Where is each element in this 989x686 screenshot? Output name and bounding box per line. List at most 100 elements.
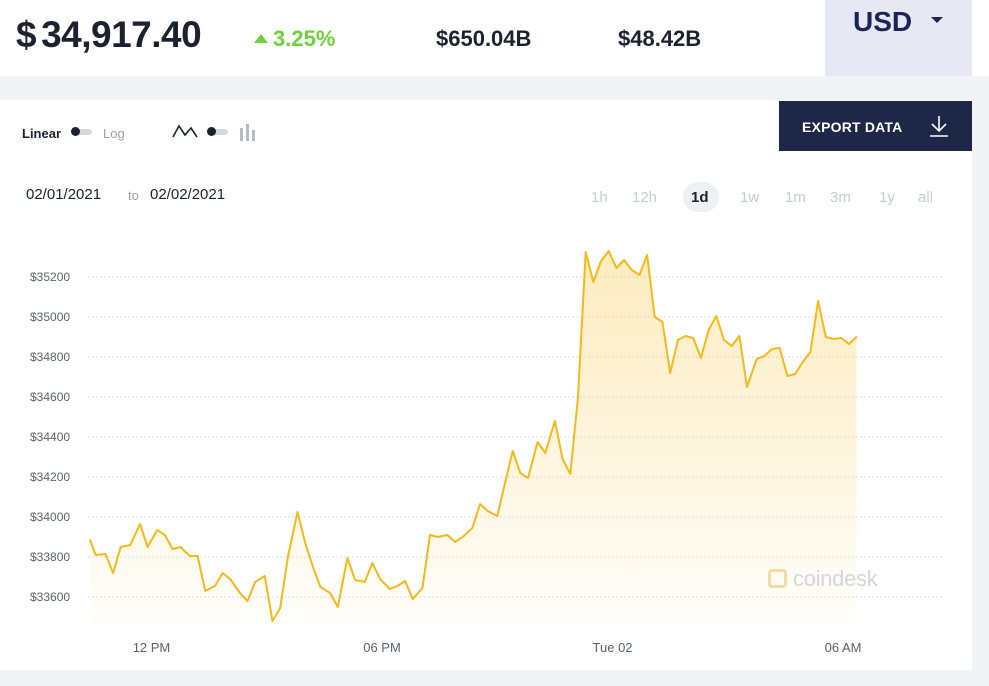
data-point (646, 254, 648, 256)
date-range-start[interactable]: 02/01/2021 (26, 186, 102, 203)
data-point (388, 588, 391, 590)
change-percent: 3.25% (273, 26, 336, 51)
currency-label: USD (853, 6, 913, 37)
data-point (471, 527, 474, 529)
data-point (592, 281, 595, 283)
timeframe-all[interactable]: all (918, 189, 934, 206)
data-point (794, 373, 796, 375)
data-point (723, 339, 725, 341)
x-tick-label: Tue 02 (593, 640, 633, 655)
data-point (715, 315, 718, 317)
timeframe-1m[interactable]: 1m (785, 189, 806, 206)
data-point (631, 269, 633, 271)
data-point (446, 534, 449, 536)
data-point (287, 556, 289, 558)
data-point (809, 351, 812, 353)
data-point (296, 511, 299, 513)
market-cap: $650.04B (436, 26, 532, 51)
data-point (607, 250, 610, 252)
data-point (271, 620, 274, 622)
data-point (840, 337, 842, 339)
data-point (504, 482, 506, 484)
data-point (771, 348, 773, 350)
y-tick-label: $34000 (30, 510, 70, 524)
data-point (312, 566, 314, 568)
data-point (511, 450, 514, 452)
scale-toggle[interactable] (71, 127, 92, 136)
data-point (129, 544, 132, 546)
x-tick-label: 06 AM (825, 640, 862, 655)
scale-linear-label[interactable]: Linear (22, 126, 62, 141)
download-icon (930, 116, 948, 137)
toggle-knob (207, 127, 216, 136)
data-point (396, 585, 399, 587)
data-point (337, 606, 339, 608)
export-data-button[interactable]: EXPORT DATA (779, 101, 972, 151)
data-point (730, 345, 733, 347)
data-point (778, 347, 781, 349)
data-point (536, 441, 539, 443)
timeframe-12h[interactable]: 12h (632, 189, 658, 206)
scale-log-label[interactable]: Log (103, 126, 125, 141)
data-point (119, 546, 122, 548)
data-point (221, 572, 224, 574)
data-point (684, 335, 687, 337)
date-range-end[interactable]: 02/02/2021 (150, 186, 226, 203)
data-point (139, 523, 141, 525)
data-point (412, 598, 414, 600)
date-range-separator: to (128, 188, 139, 203)
data-point (229, 578, 231, 580)
data-point (461, 536, 464, 538)
bar-chart-icon[interactable] (239, 124, 257, 142)
y-tick-label: $34800 (30, 350, 70, 364)
data-point (189, 555, 191, 557)
timeframe-1y[interactable]: 1y (879, 189, 895, 206)
price-change: 3.25% (254, 26, 335, 52)
chart-type-toggle[interactable] (207, 127, 228, 136)
data-point (669, 372, 671, 374)
data-point (304, 542, 307, 544)
currency-selector[interactable]: USD (825, 0, 972, 76)
data-point (404, 580, 406, 582)
data-point (329, 592, 331, 594)
data-point (707, 329, 710, 331)
data-point (436, 536, 439, 538)
data-point (623, 259, 625, 261)
data-point (746, 386, 748, 388)
data-point (738, 335, 741, 337)
series-area (90, 251, 857, 625)
price-chart[interactable]: $33600 $33800 $34000 $34200 $34400 $34600 $348… (0, 100, 972, 670)
export-data-label: EXPORT DATA (802, 119, 903, 135)
x-tick-label: 12 PM (133, 640, 171, 655)
ticker-header: $34,917.40 3.25% $650.04B $48.42B USD (0, 0, 989, 76)
data-point (421, 587, 424, 589)
data-point (204, 590, 207, 592)
currency-symbol: $ (16, 14, 37, 55)
timeframe-1h[interactable]: 1h (591, 189, 608, 206)
timeframe-1w[interactable]: 1w (740, 189, 760, 206)
toggle-knob (71, 127, 80, 136)
data-point (179, 546, 182, 548)
data-point (363, 581, 366, 583)
data-point (802, 361, 804, 363)
timeframe-3m[interactable]: 3m (830, 189, 851, 206)
price-value: 34,917.40 (41, 14, 202, 55)
coindesk-logo-icon (768, 569, 787, 588)
y-tick-label: $35200 (30, 270, 70, 284)
x-tick-label: 06 PM (363, 640, 401, 655)
y-tick-label: $34600 (30, 390, 70, 404)
data-point (519, 472, 522, 474)
data-point (577, 396, 579, 398)
data-point (239, 592, 241, 594)
data-point (763, 355, 766, 357)
data-point (246, 600, 249, 602)
current-price: $34,917.40 (16, 14, 202, 56)
data-point (371, 562, 374, 564)
timeframe-1d[interactable]: 1d (691, 189, 709, 206)
data-point (554, 420, 556, 422)
data-point (692, 337, 694, 339)
line-chart-icon[interactable] (172, 122, 198, 140)
data-point (600, 260, 602, 262)
data-point (214, 585, 216, 587)
y-tick-label: $33800 (30, 550, 70, 564)
